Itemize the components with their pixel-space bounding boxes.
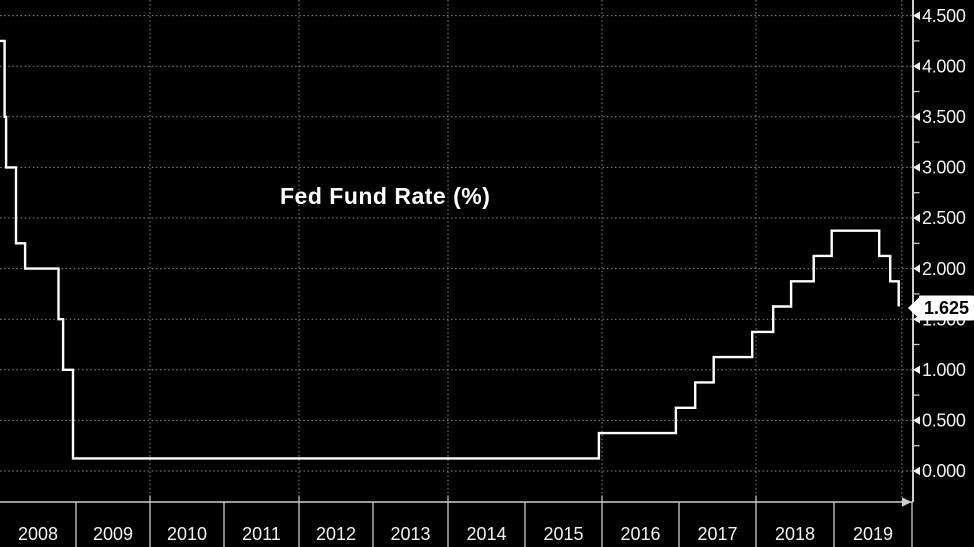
x-axis-year-labels: 2008 2009 2010 2011 2012 2013 2014 2015 2016 2017…	[18, 502, 913, 547]
x-axis-year-label: 2011	[242, 524, 281, 544]
x-axis-arrow-icon	[902, 497, 912, 507]
x-axis-year-label: 2014	[466, 524, 506, 544]
y-axis-label: 0.000	[922, 461, 966, 481]
last-price-tag-box	[919, 295, 974, 321]
y-axis-label: 2.000	[922, 259, 966, 279]
x-axis-year-label: 2009	[93, 524, 133, 544]
y-axis-label: 4.500	[922, 6, 966, 26]
y-axis-label: 3.000	[922, 158, 966, 178]
y-major-tick-arrow-icon	[913, 163, 920, 172]
y-axis-labels: 4.5004.0003.5003.0002.5002.0001.5001.000…	[922, 6, 966, 481]
y-major-tick-arrow-icon	[913, 416, 920, 425]
y-axis-label: 2.500	[922, 208, 966, 228]
x-axis-year-label: 2015	[543, 524, 583, 544]
last-price-tag: 1.625	[908, 295, 974, 321]
y-major-tick-arrow-icon	[913, 213, 920, 223]
x-axis-year-label: 2010	[167, 524, 207, 544]
x-axis-year-label: 2016	[620, 524, 660, 544]
y-major-tick-arrow-icon	[913, 264, 920, 273]
y-major-tick-arrow-icon	[913, 466, 920, 476]
y-axis-label: 3.500	[922, 107, 966, 127]
vertical-gridlines	[149, 0, 903, 502]
x-axis-year-label: 2012	[316, 524, 356, 544]
y-major-tick-arrow-icon	[913, 62, 920, 71]
y-major-tick-arrow-icon	[913, 112, 920, 121]
y-major-tick-arrow-icon	[913, 11, 920, 20]
horizontal-gridlines	[0, 15, 913, 472]
y-axis-label: 1.000	[922, 360, 966, 380]
y-axis-label: 0.500	[922, 411, 966, 431]
y-axis-label: 4.000	[922, 56, 966, 76]
x-axis-year-label: 2018	[775, 524, 815, 544]
y-axis-ticks	[913, 11, 920, 476]
x-axis-year-label: 2013	[390, 524, 430, 544]
last-price-value: 1.625	[924, 298, 969, 318]
last-price-tag-arrow-icon	[908, 296, 920, 320]
x-axis-year-label: 2008	[18, 524, 58, 544]
price-step-line	[0, 39, 900, 460]
x-axis-year-label: 2017	[697, 524, 737, 544]
chart-title: Fed Fund Rate (%)	[280, 183, 491, 209]
y-major-tick-arrow-icon	[913, 365, 920, 374]
axes	[0, 0, 914, 507]
x-axis-year-label: 2019	[853, 524, 893, 544]
fed-fund-rate-line	[0, 39, 900, 460]
